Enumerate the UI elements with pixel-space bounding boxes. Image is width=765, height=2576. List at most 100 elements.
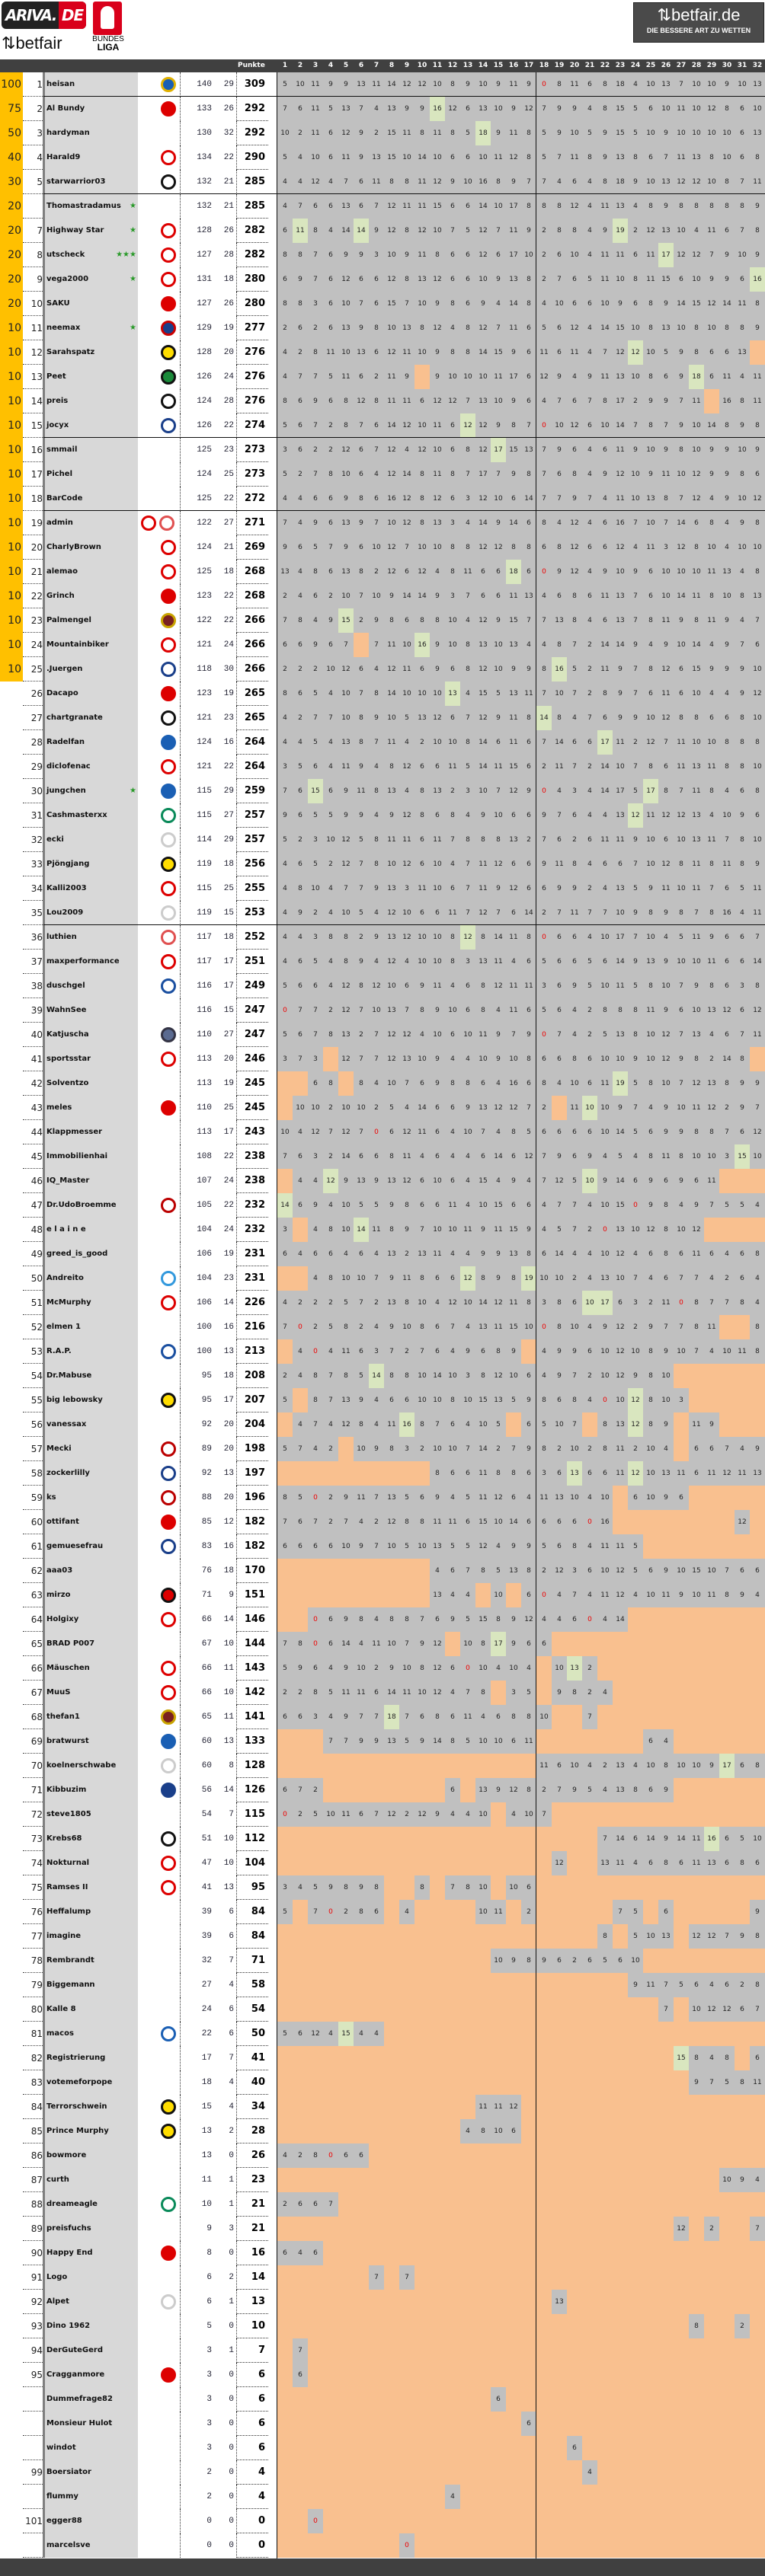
player-name[interactable]: bowmore	[45, 2143, 138, 2168]
player-name-text[interactable]: Pichel	[46, 470, 73, 478]
player-name[interactable]: Mäuschen	[45, 1656, 138, 1681]
player-name-text[interactable]: Dino 1962	[46, 2322, 91, 2330]
player-name[interactable]: aaa03	[45, 1559, 138, 1583]
player-name[interactable]: bratwurst	[45, 1729, 138, 1754]
player-name-text[interactable]: ottifant	[46, 1518, 79, 1526]
player-name-text[interactable]: Dr.UdoBroemme	[46, 1201, 117, 1209]
player-name-text[interactable]: bratwurst	[46, 1737, 89, 1745]
player-name[interactable]: ecki	[45, 828, 138, 852]
player-name-text[interactable]: elmen 1	[46, 1323, 81, 1331]
matchday-header-3[interactable]: 3	[312, 62, 318, 69]
player-name-text[interactable]: vanessax	[46, 1420, 87, 1428]
player-name[interactable]: preis	[45, 389, 138, 413]
player-name-text[interactable]: luthien	[46, 933, 77, 941]
player-name-text[interactable]: egger88	[46, 2517, 82, 2525]
player-name-text[interactable]: Mountainbiker	[46, 640, 109, 649]
player-name[interactable]: Immobilienhai	[45, 1144, 138, 1169]
player-name[interactable]: neemax ★	[45, 316, 138, 340]
player-name-text[interactable]: neemax	[46, 324, 81, 332]
player-name[interactable]: Rembrandt	[45, 1949, 138, 1973]
player-name[interactable]: maxperformance	[45, 950, 138, 974]
matchday-header-8[interactable]: 8	[389, 62, 395, 69]
player-name[interactable]: Prince Murphy	[45, 2119, 138, 2143]
player-name[interactable]: Mountainbiker	[45, 633, 138, 657]
matchday-header-16[interactable]: 16	[508, 62, 519, 69]
player-name-text[interactable]: Registrierung	[46, 2054, 106, 2062]
player-name[interactable]: ks	[45, 1486, 138, 1510]
player-name[interactable]: Pjöngjang	[45, 852, 138, 876]
player-name[interactable]: alemao	[45, 560, 138, 584]
player-name-text[interactable]: jocyx	[46, 421, 69, 429]
player-name[interactable]: Lou2009	[45, 901, 138, 925]
matchday-header-26[interactable]: 26	[661, 62, 671, 69]
player-name[interactable]: steve1805	[45, 1802, 138, 1827]
player-name[interactable]: BRAD P007	[45, 1632, 138, 1656]
player-name[interactable]: Palmengel	[45, 608, 138, 633]
player-name[interactable]: Biggemann	[45, 1973, 138, 1997]
matchday-header-13[interactable]: 13	[463, 62, 473, 69]
player-name-text[interactable]: curth	[46, 2175, 69, 2184]
player-name[interactable]: Harald9	[45, 145, 138, 170]
player-name-text[interactable]: Palmengel	[46, 616, 91, 624]
matchday-header-19[interactable]: 19	[554, 62, 565, 69]
player-name[interactable]: Pichel	[45, 462, 138, 487]
player-name[interactable]: Andreito	[45, 1266, 138, 1291]
player-name-text[interactable]: macos	[46, 2029, 74, 2038]
player-name[interactable]: imagine	[45, 1924, 138, 1949]
player-name-text[interactable]: Mecki	[46, 1444, 72, 1453]
player-name-text[interactable]: Klappmesser	[46, 1128, 103, 1136]
player-name[interactable]: Logo	[45, 2265, 138, 2290]
player-name-text[interactable]: Dacapo	[46, 689, 78, 697]
matchday-header-4[interactable]: 4	[328, 62, 334, 69]
player-name[interactable]: Registrierung	[45, 2046, 138, 2070]
matchday-header-18[interactable]: 18	[539, 62, 549, 69]
player-name[interactable]: preisfuchs	[45, 2217, 138, 2241]
player-name-text[interactable]: Kalli2003	[46, 884, 87, 892]
player-name[interactable]: Holgixy	[45, 1607, 138, 1632]
player-name-text[interactable]: bowmore	[46, 2151, 87, 2159]
player-name-text[interactable]: Harald9	[46, 153, 81, 161]
player-name[interactable]: utscheck ★★★	[45, 243, 138, 267]
player-name-text[interactable]: Solventzo	[46, 1079, 89, 1087]
player-name-text[interactable]: maxperformance	[46, 957, 120, 966]
player-name[interactable]: dreameagle	[45, 2192, 138, 2217]
player-name[interactable]: McMurphy	[45, 1291, 138, 1315]
player-name[interactable]: DerGuteGerd	[45, 2338, 138, 2363]
matchday-header-30[interactable]: 30	[722, 62, 732, 69]
player-name-text[interactable]: IQ_Master	[46, 1176, 90, 1185]
matchday-header-6[interactable]: 6	[358, 62, 364, 69]
player-name-text[interactable]: meles	[46, 1103, 72, 1112]
player-name-text[interactable]: Alpet	[46, 2297, 69, 2306]
player-name[interactable]: Kalle 8	[45, 1997, 138, 2022]
matchday-header-28[interactable]: 28	[691, 62, 702, 69]
player-name-text[interactable]: greed_is_good	[46, 1250, 108, 1258]
player-name[interactable]: zockerlilly	[45, 1461, 138, 1486]
player-name[interactable]: meles	[45, 1096, 138, 1120]
player-name-text[interactable]: Holgixy	[46, 1615, 79, 1623]
player-name-text[interactable]: Dr.Mabuse	[46, 1371, 92, 1380]
player-name[interactable]: sportsstar	[45, 1047, 138, 1071]
player-name[interactable]: Boersiator	[45, 2460, 138, 2485]
player-name-text[interactable]: chartgranate	[46, 713, 103, 722]
player-name-text[interactable]: heisan	[46, 80, 75, 88]
player-name[interactable]: Alpet	[45, 2290, 138, 2314]
player-name[interactable]: Solventzo	[45, 1071, 138, 1096]
player-name[interactable]: R.A.P.	[45, 1339, 138, 1364]
matchday-header-32[interactable]: 32	[752, 62, 763, 69]
matchday-header-9[interactable]: 9	[404, 62, 410, 69]
player-name[interactable]: koelnerschwabe	[45, 1754, 138, 1778]
player-name-text[interactable]: Nokturnal	[46, 1859, 90, 1867]
player-name[interactable]: SAKU	[45, 292, 138, 316]
player-name-text[interactable]: big lebowsky	[46, 1396, 103, 1404]
player-name-text[interactable]: flummy	[46, 2492, 78, 2501]
matchday-header-23[interactable]: 23	[615, 62, 626, 69]
player-name[interactable]: CharlyBrown	[45, 535, 138, 560]
player-name-text[interactable]: vega2000	[46, 275, 89, 283]
player-name[interactable]: Dr.UdoBroemme	[45, 1193, 138, 1218]
player-name-text[interactable]: Kibbuzim	[46, 1786, 87, 1794]
player-name-text[interactable]: dreameagle	[46, 2200, 98, 2208]
player-name-text[interactable]: .Juergen	[46, 665, 83, 673]
player-name-text[interactable]: aaa03	[46, 1566, 73, 1575]
player-name[interactable]: Dino 1962	[45, 2314, 138, 2338]
player-name-text[interactable]: marcelsve	[46, 2541, 91, 2549]
